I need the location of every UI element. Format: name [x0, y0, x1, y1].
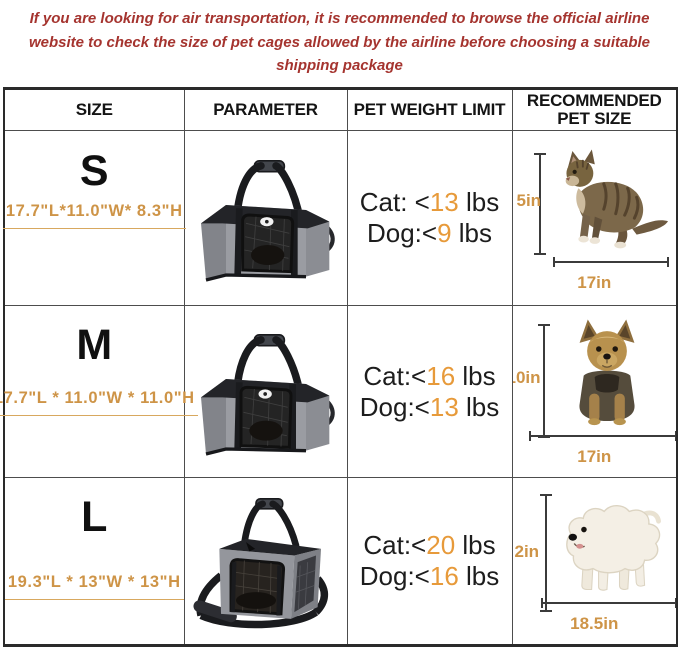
cat-weight-limit: Cat: <13 lbs [359, 187, 500, 218]
parameter-cell-m [183, 305, 348, 479]
size-cell-s: S 17.7"L*11.0"W* 8.3"H [2, 130, 186, 307]
weight-limit-cell-m: Cat:<16 lbs Dog:<13 lbs [346, 305, 513, 479]
weight-limit-cell-l: Cat:<20 lbs Dog:<16 lbs [346, 477, 513, 647]
header-pet-weight-limit: PET WEIGHT LIMIT [346, 88, 513, 132]
pet-carrier-shoulder-strap-icon [192, 498, 328, 629]
height-label: 10in [513, 368, 541, 388]
length-ruler [528, 431, 676, 442]
weight-limit-cell-s: Cat: <13 lbs Dog:<9 lbs [346, 130, 513, 307]
parameter-cell-l [183, 477, 348, 647]
recommended-pet-cell-l: 2in 18.5in [511, 477, 678, 647]
tabby-cat-icon [565, 149, 668, 249]
maltese-dog-icon [565, 505, 661, 591]
size-cell-l: L 19.3"L * 13"W * 13"H [3, 477, 185, 647]
header-recommended-pet-size: RECOMMENDED PET SIZE [511, 88, 678, 132]
header-parameter: PARAMETER [183, 88, 348, 132]
header-row: SIZE PARAMETER PET WEIGHT LIMIT RECOMMEN… [3, 88, 678, 132]
cat-weight-limit: Cat:<16 lbs [363, 360, 496, 391]
table-row-size-l: L 19.3"L * 13"W * 13"H [3, 477, 678, 647]
height-ruler [537, 324, 550, 439]
size-dimensions: 17.7"L * 11.0"W * 11.0"H [0, 389, 198, 417]
dog-weight-limit: Dog:<16 lbs [359, 561, 500, 592]
length-ruler [552, 257, 669, 268]
height-ruler [533, 153, 546, 256]
size-dimensions: 19.3"L * 13"W * 13"H [4, 573, 184, 601]
parameter-cell-s [183, 130, 348, 307]
size-dimensions: 17.7"L*11.0"W* 8.3"H [2, 202, 186, 230]
length-label: 18.5in [570, 614, 619, 634]
pet-carrier-duffel-icon [200, 333, 335, 456]
height-label: 2in [514, 542, 540, 562]
cat-weight-limit: Cat:<20 lbs [363, 530, 496, 561]
length-ruler [540, 598, 676, 609]
size-letter: L [81, 493, 108, 542]
yorkie-dog-icon [578, 319, 635, 426]
pet-carrier-duffel-icon [200, 160, 335, 282]
recommended-pet-cell-s: 5in 17in [511, 130, 678, 307]
height-ruler [539, 494, 552, 613]
height-label: 5in [516, 191, 542, 211]
size-chart-table: SIZE PARAMETER PET WEIGHT LIMIT RECOMMEN… [0, 87, 678, 648]
recommended-pet-cell-m: 10in 17in [511, 305, 678, 479]
table-row-size-m: M 17.7"L * 11.0"W * 11.0"H [0, 305, 678, 479]
size-cell-m: M 17.7"L * 11.0"W * 11.0"H [0, 305, 198, 479]
header-size: SIZE [3, 88, 185, 132]
size-letter: M [76, 321, 113, 370]
length-label: 17in [577, 447, 612, 467]
table-row-size-s: S 17.7"L*11.0"W* 8.3"H [2, 130, 678, 307]
size-letter: S [79, 147, 109, 196]
length-label: 17in [577, 273, 612, 293]
dog-weight-limit: Dog:<13 lbs [359, 391, 500, 422]
dog-weight-limit: Dog:<9 lbs [366, 218, 493, 249]
airline-notice: If you are looking for air transportatio… [29, 10, 650, 75]
